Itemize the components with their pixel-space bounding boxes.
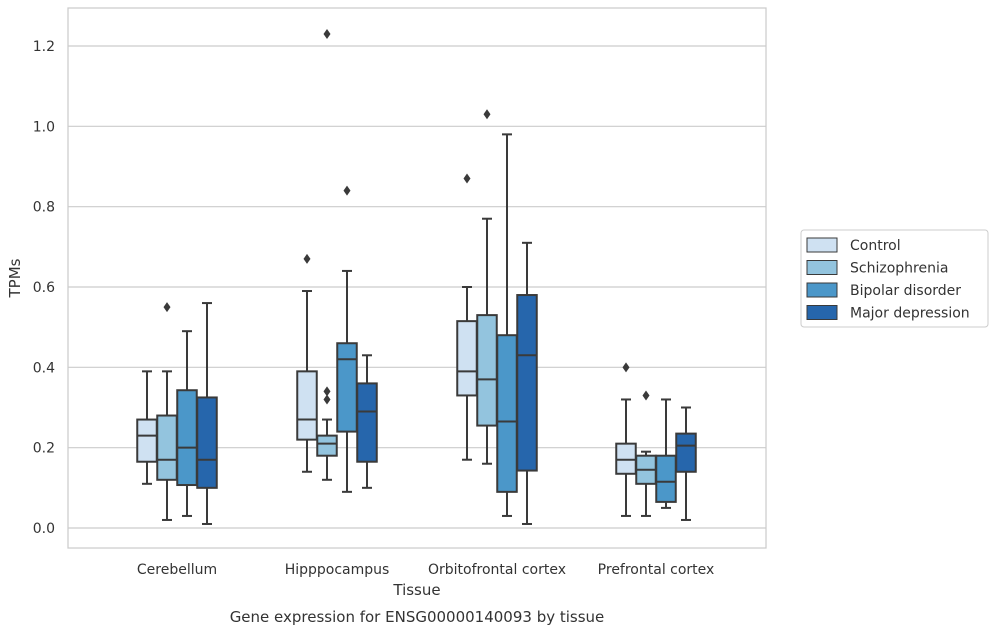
outlier-point [163, 302, 171, 313]
x-tick-label: Cerebellum [137, 562, 217, 578]
outlier-point [303, 253, 311, 264]
legend-swatch [806, 282, 838, 298]
outlier-point [622, 362, 630, 373]
box-control [615, 362, 637, 517]
box-schizophrenia [635, 390, 657, 517]
x-tick-label: Prefrontal cortex [598, 562, 715, 578]
box-major-depression [196, 302, 218, 525]
legend-label: Schizophrenia [850, 261, 948, 277]
box-control [136, 370, 158, 485]
y-tick-label: 1.2 [33, 39, 55, 55]
box-body [476, 314, 498, 427]
y-tick-label: 0.6 [33, 280, 55, 296]
legend-swatch [806, 237, 838, 253]
box-body [615, 442, 637, 475]
y-tick-labels: 0.0 0.2 0.4 0.6 0.8 1.0 1.2 [33, 39, 55, 537]
legend: Control Schizophrenia Bipolar disorder Majo… [800, 229, 989, 328]
y-axis-label: TPMs [6, 258, 24, 298]
box-schizophrenia [316, 28, 338, 481]
box-body [196, 396, 218, 489]
box-body [176, 389, 198, 487]
box-body [496, 334, 518, 493]
box-body [296, 370, 318, 441]
box-schizophrenia [476, 109, 498, 465]
box-body [336, 342, 358, 433]
box-body [356, 382, 378, 463]
box-body [136, 418, 158, 463]
outlier-point [323, 394, 331, 405]
box-body [156, 414, 178, 481]
legend-swatch [806, 260, 838, 275]
outlier-point [642, 390, 650, 401]
x-tick-label: Orbitofrontal cortex [428, 562, 566, 578]
y-tick-label: 1.0 [33, 119, 55, 135]
box-major-depression [516, 241, 538, 525]
box-body [516, 294, 538, 472]
box-major-depression [675, 406, 697, 521]
outlier-point [463, 173, 471, 184]
legend-label: Bipolar disorder [850, 283, 961, 299]
box-bipolar-disorder [655, 398, 677, 509]
legend-label: Major depression [850, 306, 970, 322]
box-body [316, 434, 338, 457]
legend-label: Control [850, 238, 901, 254]
box-major-depression [356, 354, 378, 489]
plot-frame [67, 7, 767, 549]
outlier-point [343, 185, 351, 196]
box-body [456, 320, 478, 397]
outlier-point [483, 109, 491, 120]
x-tick-labels: Cerebellum Hipppocampus Orbitofrontal cort… [137, 562, 714, 578]
box-groups [136, 28, 697, 525]
box-body [675, 432, 697, 473]
y-tick-label: 0.4 [33, 360, 55, 376]
x-axis-label: Tissue [392, 581, 440, 599]
y-tick-label: 0.8 [33, 200, 55, 216]
y-tick-label: 0.0 [33, 521, 55, 537]
x-tick-label: Hipppocampus [285, 562, 390, 578]
legend-frame [800, 229, 989, 328]
box-control [456, 173, 478, 461]
y-tick-label: 0.2 [33, 441, 55, 457]
legend-swatch [806, 305, 838, 320]
outlier-point [323, 386, 331, 397]
box-body [655, 454, 677, 503]
box-schizophrenia [156, 302, 178, 521]
chart-caption: Gene expression for ENSG00000140093 by t… [230, 608, 605, 626]
box-control [296, 253, 318, 473]
outlier-point [323, 28, 331, 39]
